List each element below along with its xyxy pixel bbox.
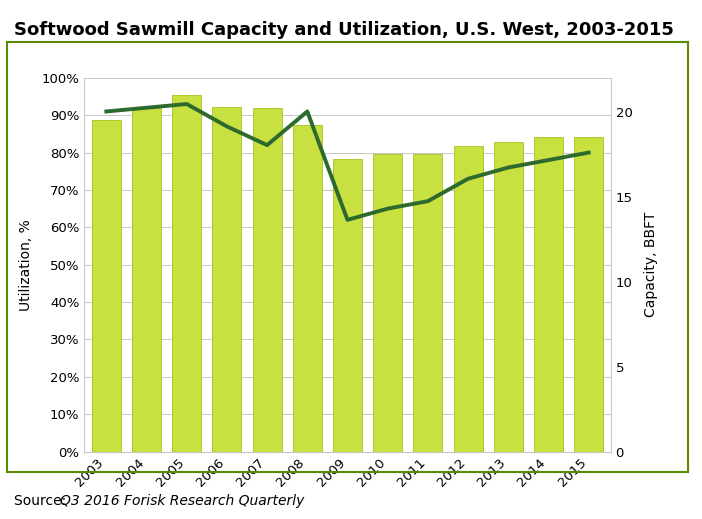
Text: Softwood Sawmill Capacity and Utilization, U.S. West, 2003-2015: Softwood Sawmill Capacity and Utilizatio… bbox=[14, 21, 674, 39]
Text: Q3 2016 Forisk Research Quarterly: Q3 2016 Forisk Research Quarterly bbox=[60, 494, 304, 508]
Y-axis label: Capacity, BBFT: Capacity, BBFT bbox=[644, 212, 658, 318]
Bar bbox=[373, 154, 402, 452]
Bar bbox=[534, 138, 563, 452]
Bar bbox=[333, 159, 362, 452]
Text: Source:: Source: bbox=[14, 494, 71, 508]
Bar bbox=[213, 107, 241, 452]
Bar bbox=[293, 126, 322, 452]
Bar bbox=[413, 154, 442, 452]
Bar bbox=[92, 120, 121, 452]
Bar bbox=[253, 108, 282, 452]
Bar bbox=[574, 138, 603, 452]
Bar bbox=[494, 142, 523, 452]
Bar bbox=[453, 146, 482, 452]
Bar bbox=[172, 95, 201, 452]
Y-axis label: Utilization, %: Utilization, % bbox=[19, 219, 33, 310]
Bar bbox=[132, 108, 161, 452]
